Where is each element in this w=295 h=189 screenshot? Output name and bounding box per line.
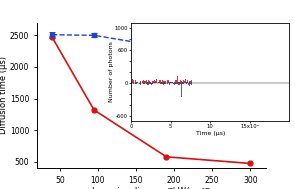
X-axis label: Laser irradiance   （kW/cm²）: Laser irradiance （kW/cm²） <box>92 186 210 189</box>
X-axis label: Time (μs): Time (μs) <box>196 131 225 136</box>
Y-axis label: Diffusion time (μs): Diffusion time (μs) <box>0 57 9 134</box>
Y-axis label: Number of photons: Number of photons <box>109 41 114 102</box>
Legend: Rayleigh scattering, Luminescence: Rayleigh scattering, Luminescence <box>183 23 264 38</box>
